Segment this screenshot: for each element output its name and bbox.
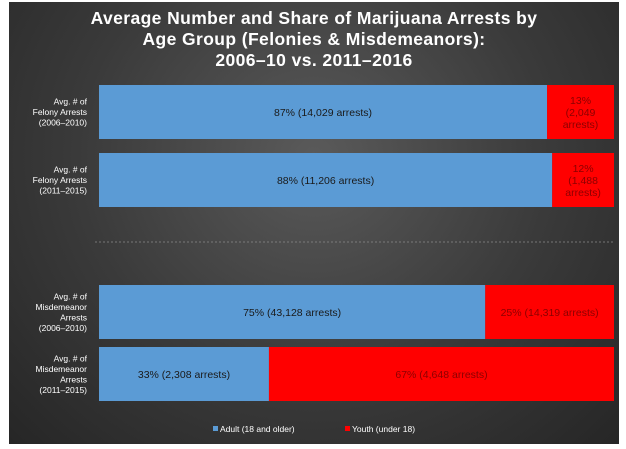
- legend-item-youth: Youth (under 18): [345, 424, 415, 434]
- category-label-line: Misdemeanor: [36, 364, 88, 374]
- chart-title-line-3: 2006–10 vs. 2011–2016: [215, 50, 413, 70]
- legend-label-adult: Adult (18 and older): [219, 423, 295, 434]
- bar-data-label: 75% (43,128 arrests): [243, 307, 341, 319]
- legend-swatch-youth: [345, 426, 351, 431]
- category-label: Avg. # of Felony Arrests (2011–2015): [33, 165, 88, 196]
- chart-title-line-1: Average Number and Share of Marijuana Ar…: [90, 8, 538, 28]
- bar-adult: [99, 153, 553, 207]
- category-label-line: Avg. # of: [54, 291, 88, 301]
- bar-adult: [99, 347, 269, 401]
- bar-data-label: 25% (14,319 arrests): [501, 307, 599, 319]
- category-label-line: Arrests: [60, 312, 87, 322]
- bar-data-label: 88% (11,206 arrests): [277, 175, 374, 187]
- bar-chart: Avg. # of Felony Arrests (2006–2010)Avg. #…: [33, 85, 614, 401]
- bar-adult: [99, 285, 486, 339]
- bar-youth: [268, 347, 614, 401]
- bar-data-label-line: (2,049: [566, 107, 596, 119]
- legend-item-adult: Adult (18 and older): [212, 423, 295, 434]
- category-label-line: Avg. # of: [54, 97, 88, 107]
- bar-data-label-line: arrests): [565, 187, 601, 199]
- bar-data-label-line: 13%: [570, 95, 591, 107]
- bar-data-label: 13% (2,049 arrests): [563, 95, 599, 131]
- bar-data-label-line: 75% (43,128 arrests): [243, 307, 341, 319]
- category-label-line: (2011–2015): [39, 186, 87, 196]
- category-label-line: Felony Arrests: [33, 175, 87, 185]
- bar-data-label-line: (1,488: [568, 175, 598, 187]
- bar-youth: [547, 85, 614, 139]
- bar-data-label: 87% (14,029 arrests): [274, 107, 372, 119]
- legend: Adult (18 and older) Youth (under 18): [9, 423, 619, 434]
- category-label-line: (2006–2010): [39, 323, 87, 333]
- category-label-line: Arrests: [60, 374, 87, 384]
- bar-youth: [485, 285, 614, 339]
- chart-frame: Average Number and Share of Marijuana Ar…: [9, 2, 619, 444]
- bar-youth: [552, 153, 614, 207]
- legend-swatch-adult: [212, 426, 218, 431]
- bar-data-label-line: 67% (4,648 arrests): [395, 369, 487, 381]
- bar-data-label: 67% (4,648 arrests): [395, 369, 487, 381]
- category-label-line: Avg. # of: [54, 165, 88, 175]
- category-label-line: Avg. # of: [54, 353, 88, 363]
- category-label-line: Misdemeanor: [36, 302, 88, 312]
- category-label-line: Felony Arrests: [33, 107, 87, 117]
- bar-data-label-line: arrests): [563, 119, 599, 131]
- category-label: Avg. # of Misdemeanor Arrests (2011–2015): [36, 353, 88, 395]
- category-label: Avg. # of Misdemeanor Arrests (2006–2010): [36, 291, 88, 333]
- bar-data-label: 12% (1,488 arrests): [565, 163, 601, 199]
- bar-data-label: 33% (2,308 arrests): [138, 369, 230, 381]
- bar-data-label-line: 25% (14,319 arrests): [501, 307, 599, 319]
- bar-adult: [99, 85, 548, 139]
- bar-data-label-line: 87% (14,029 arrests): [274, 107, 372, 119]
- category-label: Avg. # of Felony Arrests (2006–2010): [33, 97, 88, 128]
- bar-data-label-line: 33% (2,308 arrests): [138, 369, 230, 381]
- chart-title: Average Number and Share of Marijuana Ar…: [9, 8, 619, 71]
- bar-data-label-line: 88% (11,206 arrests): [277, 175, 374, 187]
- legend-label-youth: Youth (under 18): [352, 423, 416, 434]
- category-label-line: (2006–2010): [39, 118, 87, 128]
- bar-data-label-line: 12%: [573, 163, 594, 175]
- chart-title-line-2: Age Group (Felonies & Misdemeanors):: [142, 29, 486, 49]
- category-label-line: (2011–2015): [39, 385, 87, 395]
